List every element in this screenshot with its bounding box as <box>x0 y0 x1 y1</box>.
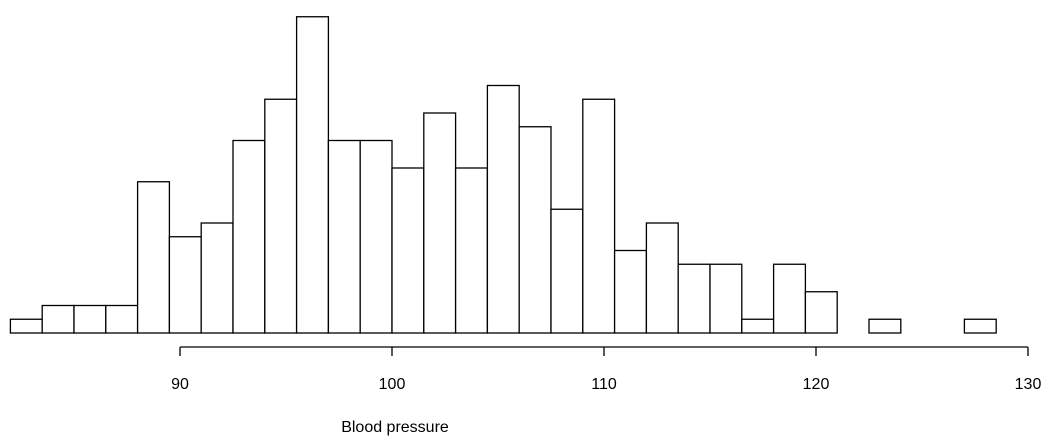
histogram-bar <box>9 318 43 334</box>
x-tick-label: 100 <box>379 376 406 393</box>
histogram-bar <box>454 167 489 334</box>
histogram-bar <box>709 263 743 334</box>
histogram-bar <box>582 98 616 334</box>
x-axis-title: Blood pressure <box>341 419 449 436</box>
histogram-bar <box>645 222 679 334</box>
histogram-bar <box>105 304 139 334</box>
histogram-bar <box>772 263 807 334</box>
bars-group <box>9 16 997 334</box>
histogram-bar <box>295 16 330 334</box>
histogram-bar <box>200 222 234 334</box>
histogram-bar <box>518 126 552 334</box>
histogram-bar <box>391 167 425 334</box>
histogram-bar <box>136 181 171 334</box>
histogram-bar <box>359 139 393 334</box>
x-tick-label: 130 <box>1015 376 1042 393</box>
histogram-bar <box>963 318 997 334</box>
histogram-bar <box>73 304 107 334</box>
x-tick-label: 110 <box>591 376 617 393</box>
histogram-bar <box>868 318 902 334</box>
histogram-bar <box>741 318 775 334</box>
x-axis: 90 100 110 120 130 <box>171 346 1042 393</box>
x-tick-label: 120 <box>803 376 830 393</box>
histogram-bar <box>677 263 711 334</box>
histogram-bar <box>327 139 361 334</box>
histogram-bar <box>486 84 520 334</box>
histogram-bar <box>804 291 838 334</box>
histogram-bar <box>613 249 648 334</box>
histogram-bar <box>423 112 457 334</box>
histogram-bar <box>264 98 298 334</box>
histogram-bar <box>41 304 75 334</box>
histogram-bar <box>232 139 266 334</box>
x-tick-label: 90 <box>171 376 189 393</box>
histogram-bar <box>168 236 202 334</box>
histogram-bar <box>550 208 584 334</box>
